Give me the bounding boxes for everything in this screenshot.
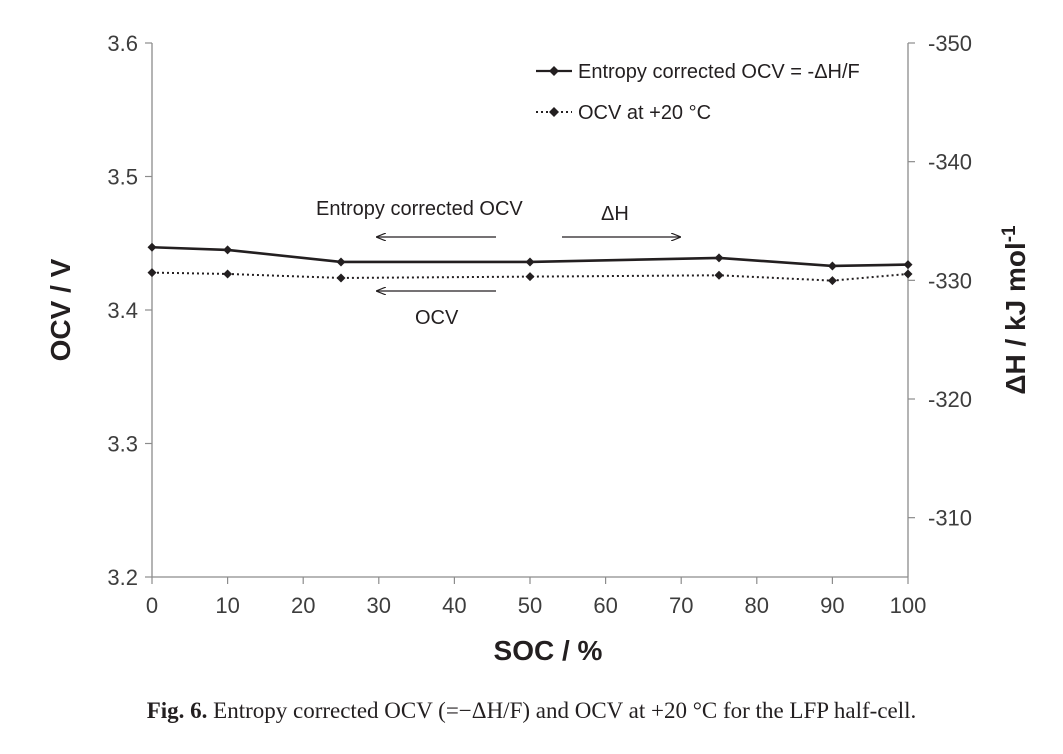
x-axis-title: SOC / % [494,635,603,666]
chart: 0 10 20 30 40 50 60 70 80 90 100 3.2 3.3 3.4 3.5 3.6 -… [45,31,1031,666]
legend-label-ocv: OCV at +20 °C [578,102,711,124]
y-axis-left: 3.2 3.3 3.4 3.5 3.6 [107,31,152,590]
x-tick-label: 70 [669,593,693,618]
y-tick-label: 3.6 [107,31,138,56]
x-tick-label: 20 [291,593,315,618]
annotation-dh-label: ΔH [601,203,629,225]
data-point-series-1 [903,269,913,279]
y2-tick-label: -350 [928,31,972,56]
y-tick-label: 3.3 [107,432,138,457]
data-point-series-0 [714,253,724,263]
data-point-series-0 [223,245,233,255]
y-tick-label: 3.4 [107,298,138,323]
data-point-series-0 [336,257,346,267]
data-point-series-0 [903,260,913,270]
y2-tick-label: -320 [928,387,972,412]
data-point-series-1 [336,273,346,283]
data-point-series-0 [827,261,837,271]
y-axis-right-title-main: ΔH / kJ mol [1000,242,1031,394]
data-point-series-0 [147,242,157,252]
data-point-series-1 [827,276,837,286]
y-axis-right-title-sup: -1 [999,225,1020,242]
legend-label-entropy: Entropy corrected OCV = -ΔH/F [578,61,860,83]
caption-label: Fig. 6. [146,698,208,723]
data-point-series-1 [147,268,157,278]
annotation-ocv-label: OCV [415,307,459,329]
x-axis: 0 10 20 30 40 50 60 70 80 90 100 [146,577,926,618]
legend: Entropy corrected OCV = -ΔH/F OCV at +20… [536,61,860,124]
data-point-series-1 [525,272,535,282]
legend-marker-entropy [549,66,559,76]
x-tick-label: 50 [518,593,542,618]
y-axis-left-title: OCV / V [45,258,76,361]
data-point-series-1 [223,269,233,279]
x-tick-label: 60 [593,593,617,618]
annotation-entropy-label: Entropy corrected OCV [316,198,523,220]
x-tick-label: 80 [745,593,769,618]
y-tick-label: 3.2 [107,565,138,590]
y2-tick-label: -310 [928,506,972,531]
annotations: Entropy corrected OCV ΔH OCV [316,198,680,329]
y-axis-right: -310 -320 -330 -340 -350 [908,31,972,531]
plot-frame [151,43,909,578]
x-tick-label: 100 [890,593,927,618]
y2-tick-label: -330 [928,268,972,293]
series-layer [147,242,913,286]
y-axis-right-title: ΔH / kJ mol-1 [999,225,1031,395]
caption-text: Entropy corrected OCV (=−ΔH/F) and OCV a… [213,698,917,723]
figure-caption: Fig. 6. Entropy corrected OCV (=−ΔH/F) a… [0,698,1063,724]
data-point-series-1 [714,270,724,280]
x-tick-label: 10 [215,593,239,618]
y-tick-label: 3.5 [107,165,138,190]
legend-marker-ocv [549,107,559,117]
data-point-series-0 [525,257,535,267]
legend-entry-entropy: Entropy corrected OCV = -ΔH/F [536,61,860,83]
x-tick-label: 90 [820,593,844,618]
x-tick-label: 30 [367,593,391,618]
x-tick-label: 0 [146,593,158,618]
y2-tick-label: -340 [928,150,972,175]
legend-entry-ocv: OCV at +20 °C [536,102,711,124]
x-tick-label: 40 [442,593,466,618]
